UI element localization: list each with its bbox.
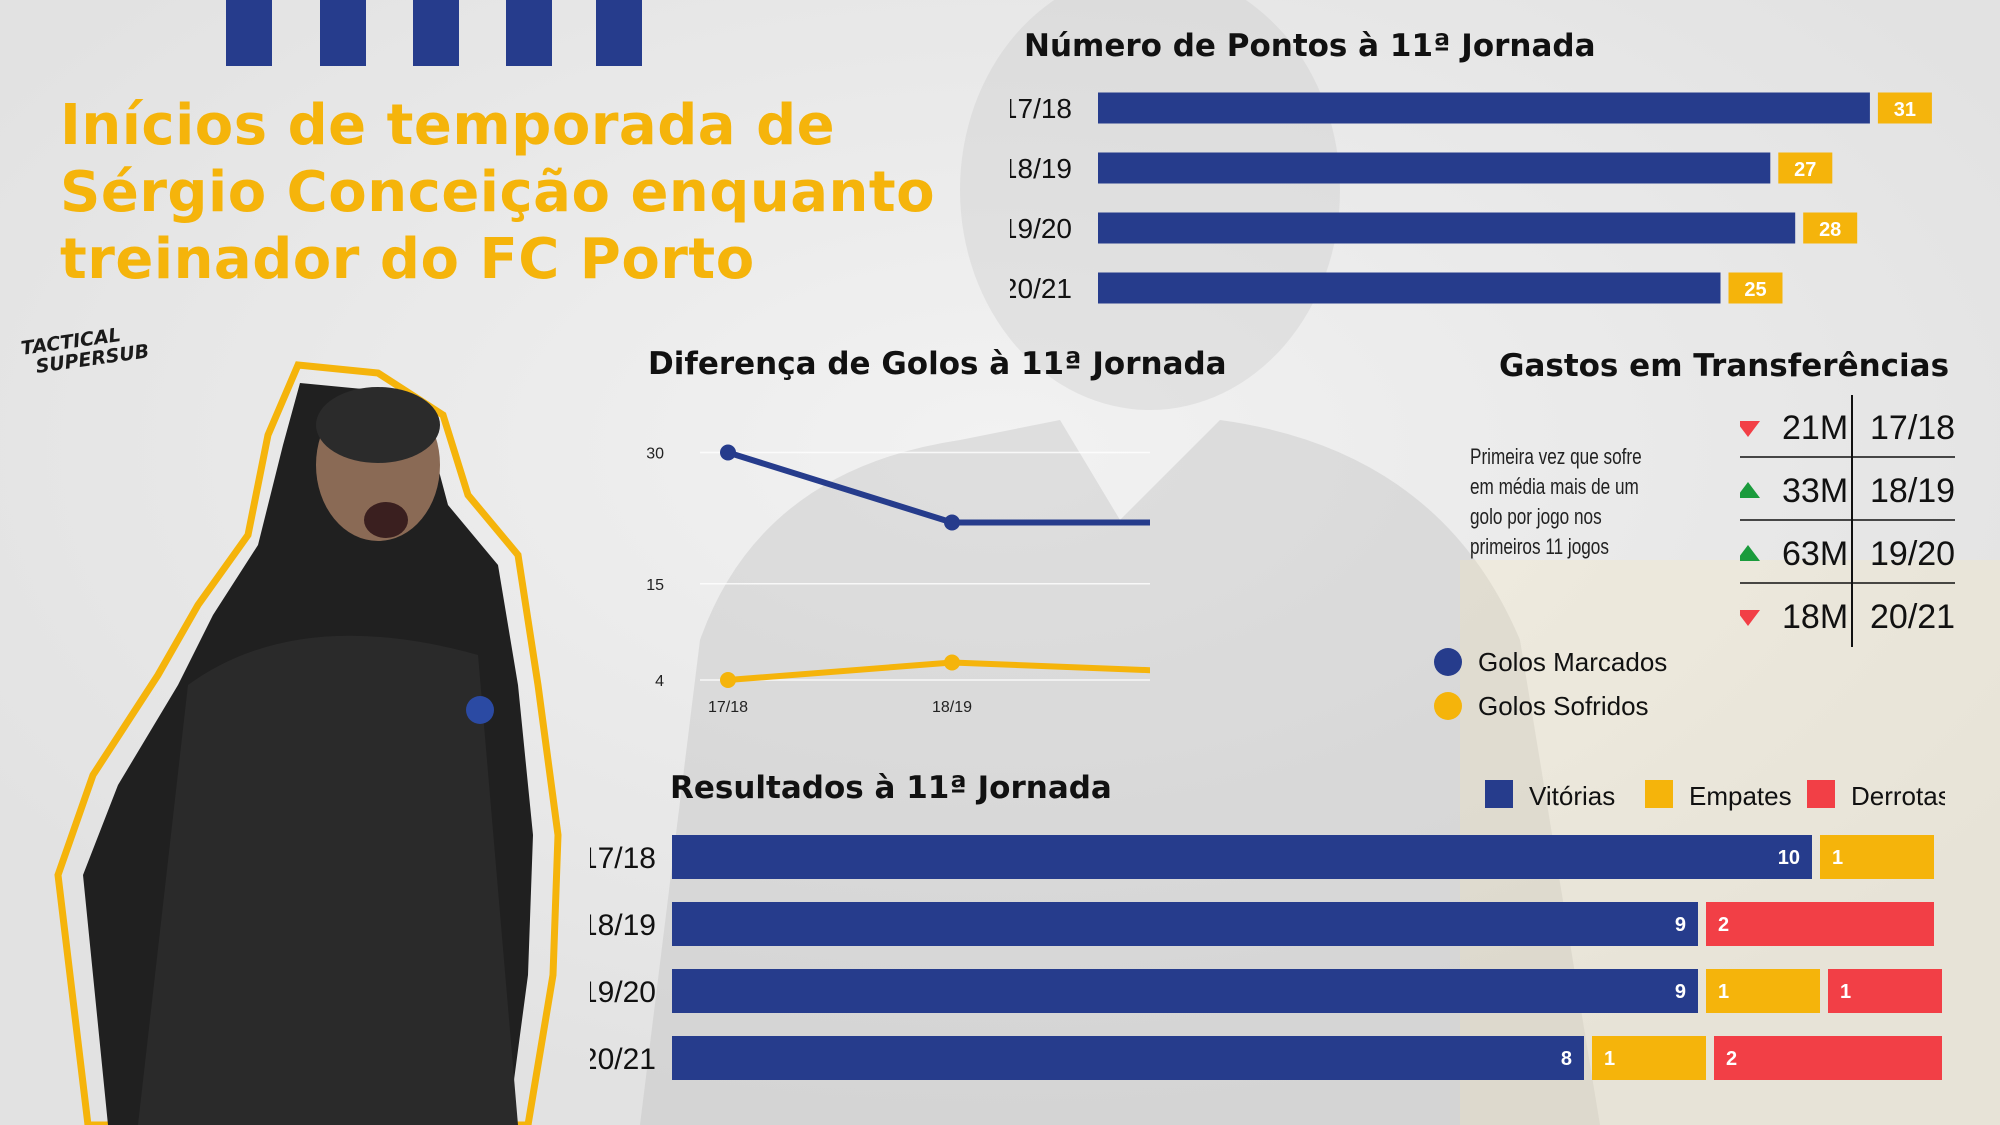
- points-value-label: 25: [1744, 279, 1766, 301]
- points-bar: [1098, 272, 1721, 304]
- results-bar-segment: [1592, 1036, 1706, 1080]
- legend-label: Golos Sofridos: [1478, 691, 1649, 721]
- goals-data-point: [720, 444, 736, 461]
- results-bar-segment: [1820, 835, 1934, 879]
- results-value-label: 2: [1726, 1048, 1737, 1070]
- goals-x-tick-label: 17/18: [708, 699, 748, 716]
- goals-data-point: [720, 672, 736, 688]
- transfer-amount: 33M: [1782, 472, 1848, 510]
- legend-swatch: [1434, 648, 1462, 676]
- points-value-label: 27: [1794, 159, 1816, 181]
- results-bar-segment: [672, 969, 1698, 1013]
- goals-series-line: [727, 659, 1150, 683]
- transfers-title: Gastos em Transferências: [1499, 348, 1950, 384]
- points-value-box: [1877, 92, 1932, 124]
- transfer-season: 19/20: [1870, 535, 1955, 573]
- transfer-amount: 63M: [1782, 535, 1848, 573]
- legend-swatch: [1807, 780, 1835, 808]
- trend-down-icon: [1740, 610, 1760, 626]
- legend-swatch: [1485, 780, 1513, 808]
- results-value-label: 1: [1840, 981, 1851, 1003]
- points-bar: [1098, 152, 1771, 184]
- goals-data-point: [944, 514, 960, 531]
- results-bar-segment: [1706, 902, 1934, 946]
- points-category-label: 20/21: [1010, 273, 1072, 304]
- decorative-stripe: [320, 0, 366, 66]
- transfer-amount: 21M: [1782, 409, 1848, 447]
- results-value-label: 1: [1604, 1048, 1615, 1070]
- decorative-stripe: [506, 0, 552, 66]
- legend-swatch: [1434, 692, 1462, 720]
- goals-data-point: [944, 654, 960, 671]
- goals-y-tick-label: 30: [646, 446, 664, 463]
- points-value-box: [1778, 152, 1833, 184]
- results-chart: 17/18 10 1 18/19 9 2 19/20 9 1 1 20/21 8 1 2: [590, 835, 1942, 1080]
- transfer-season: 18/19: [1870, 472, 1955, 510]
- legend-label: Derrotas: [1851, 781, 1945, 811]
- points-value-label: 31: [1894, 99, 1916, 121]
- transfer-season: 20/21: [1870, 598, 1955, 636]
- points-category-label: 17/18: [1010, 93, 1072, 124]
- results-bar-segment: [1828, 969, 1942, 1013]
- decorative-stripe: [596, 0, 642, 66]
- results-chart-title: Resultados à 11ª Jornada: [670, 770, 1112, 806]
- legend-label: Empates: [1689, 781, 1792, 811]
- results-category-label: 19/20: [590, 976, 656, 1009]
- goals-series-line: [727, 449, 1150, 526]
- goals-x-tick-label: 18/19: [932, 699, 972, 716]
- points-chart: 17/18 31 18/19 27 19/20 28 20/21 25: [1010, 92, 1932, 304]
- results-value-label: 2: [1718, 914, 1729, 936]
- results-bar-segment: [672, 902, 1698, 946]
- goals-legend: Golos Marcados Golos Sofridos: [1434, 647, 1667, 721]
- points-value-label: 28: [1819, 219, 1841, 241]
- trend-down-icon: [1740, 421, 1760, 437]
- legend-label: Golos Marcados: [1478, 647, 1667, 677]
- results-bar-segment: [672, 1036, 1584, 1080]
- results-value-label: 1: [1832, 847, 1843, 869]
- points-chart-title: Número de Pontos à 11ª Jornada: [1024, 28, 1596, 64]
- results-category-label: 18/19: [590, 909, 656, 942]
- results-bar-segment: [1714, 1036, 1942, 1080]
- points-value-box: [1728, 272, 1783, 304]
- points-category-label: 19/20: [1010, 213, 1072, 244]
- points-bar: [1098, 212, 1796, 244]
- goals-annotation: Primeira vez que sofre em média mais de …: [1470, 444, 1642, 559]
- results-value-label: 10: [1778, 847, 1800, 869]
- trend-up-icon: [1740, 545, 1760, 561]
- goals-chart-title: Diferença de Golos à 11ª Jornada: [648, 346, 1227, 382]
- trend-up-icon: [1740, 482, 1760, 498]
- page-title: Inícios de temporada de Sérgio Conceição…: [60, 93, 936, 292]
- legend-swatch: [1645, 780, 1673, 808]
- results-category-label: 17/18: [590, 842, 656, 875]
- results-value-label: 9: [1675, 981, 1686, 1003]
- points-bar: [1098, 92, 1870, 124]
- coach-photo: [54, 361, 562, 1125]
- decorative-stripe: [226, 0, 272, 66]
- results-bar-segment: [672, 835, 1812, 879]
- results-value-label: 9: [1675, 914, 1686, 936]
- transfers-table: 21M 17/18 33M 18/19 63M 19/20 18M 20/21: [1740, 395, 1955, 647]
- results-value-label: 8: [1561, 1048, 1572, 1070]
- legend-label: Vitórias: [1529, 781, 1615, 811]
- points-value-box: [1803, 212, 1858, 244]
- transfer-amount: 18M: [1782, 598, 1848, 636]
- results-legend: Vitórias Empates Derrotas: [1485, 780, 1945, 811]
- goals-y-tick-label: 15: [646, 577, 664, 594]
- transfer-season: 17/18: [1870, 409, 1955, 447]
- results-value-label: 1: [1718, 981, 1729, 1003]
- points-category-label: 18/19: [1010, 153, 1072, 184]
- goals-y-tick-label: 4: [655, 673, 664, 690]
- results-bar-segment: [1706, 969, 1820, 1013]
- results-category-label: 20/21: [590, 1043, 656, 1076]
- decorative-stripe: [413, 0, 459, 66]
